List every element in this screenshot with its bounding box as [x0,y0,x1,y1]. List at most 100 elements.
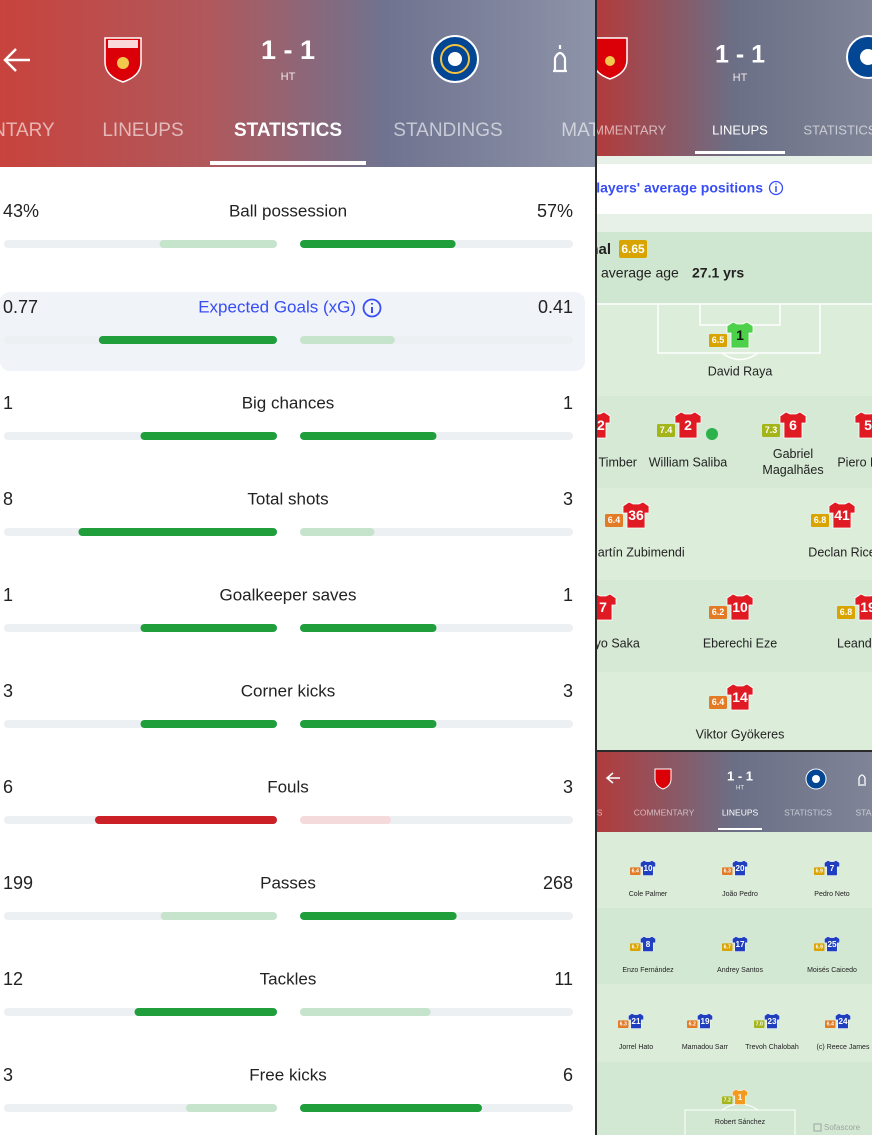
tab[interactable]: STANDINGS [856,807,872,817]
player-name: Jorrel Hato [619,1044,653,1051]
player-rating: 7.4 [660,425,673,435]
pitch-stripe [597,396,872,488]
tab[interactable]: MATCHES [561,120,652,141]
player-number: 21 [631,1017,641,1026]
back-button[interactable] [3,48,30,72]
tab-underline [718,828,762,830]
player-rating: 6.3 [724,869,731,875]
section-card [597,164,872,214]
stat-label: Ball possession [229,201,347,220]
tab[interactable]: STATISTICS [803,122,872,137]
player-shirt [597,593,617,621]
tab[interactable]: COMMENTARY [634,807,695,817]
stat-away: 3 [563,777,573,797]
bar-home [159,240,277,248]
tab-underline [210,161,366,165]
player-name: João Pedro [722,891,758,898]
player-shirt [824,860,840,876]
tab[interactable]: STATISTICS [784,807,832,817]
stat-home: 43% [3,201,39,221]
bar-away [300,528,375,536]
rating-badge [837,606,855,619]
player-number: 23 [767,1017,777,1026]
bar-away [300,432,437,440]
player-number: 41 [834,507,850,523]
player-shirt [726,321,754,349]
bar-away [300,624,437,632]
arsenal-lineup-screen: 1 - 1 HT Players' average positions COMM… [566,0,872,750]
back-button[interactable] [605,772,620,784]
score: 1 - 1 [715,41,765,69]
score: 1 - 1 [261,35,315,65]
stat-home: 199 [3,873,33,893]
player-shirt [622,501,650,529]
rating-badge [709,696,727,709]
player-name: Enzo Fernández [622,967,674,974]
rating-badge [630,867,641,875]
rating-badge [814,943,825,951]
bar-away [300,816,391,824]
pitch-stripe [597,580,872,672]
pitch-stripe [597,488,872,580]
player-name: Gabriel Magalhães [762,447,823,477]
player-name: William Saliba [649,455,728,469]
player-shirt [640,860,656,876]
notification-bell[interactable] [858,774,866,786]
tab-underline [695,151,785,154]
bar-away [300,240,456,248]
tab[interactable]: COMMENTARY [574,122,667,137]
player-name: Pedro Neto [814,891,850,898]
stat-away: 6 [563,1065,573,1085]
player-rating: 6.8 [814,515,827,525]
bar-home [95,816,277,824]
player-name: David Raya [708,364,773,378]
player-rating: 7.3 [765,425,778,435]
stat-home: 0.77 [3,297,38,317]
chelsea-lineup-screen: 1 - 1 HT DETAILS COMMENTARY LINEUPS STATIST… [568,752,872,1135]
bar-away [300,336,395,344]
player-shirt [764,1013,780,1029]
tab[interactable]: DETAILS [568,807,603,817]
player-shirt [597,411,611,439]
tab[interactable]: LINEUPS [722,807,759,817]
chelsea-logo [846,35,872,79]
rating-badge [709,334,727,347]
bar-away [300,1104,482,1112]
bar-home [140,720,277,728]
stat-label: Tackles [260,969,317,988]
tab[interactable]: COMMENTARY [0,120,55,141]
info-icon[interactable] [362,298,382,318]
tab[interactable]: LINEUPS [712,122,768,137]
bar-home [98,336,278,344]
pitch-stripe [597,1062,872,1135]
rating-badge [811,514,829,527]
xg-row-bg [0,292,585,371]
player-number: 19 [700,1017,710,1026]
player-number: 36 [628,507,644,523]
player-shirt [732,860,748,876]
player-shirt [732,936,748,952]
player-number: 14 [732,689,748,705]
player-name: Mamadou Sarr [682,1044,729,1051]
player-number: 17 [735,940,745,949]
player-shirt [854,593,872,621]
stat-away: 0.41 [538,297,573,317]
tab[interactable]: STATISTICS [234,120,342,141]
player-name: Bukayo Saka [566,636,640,650]
header-bg [0,0,595,167]
stat-away: 11 [554,969,573,989]
notification-bell[interactable] [553,45,567,73]
player-shirt [854,411,872,439]
stat-home: 3 [3,1065,13,1085]
tab[interactable]: STANDINGS [393,120,502,141]
info-icon[interactable] [768,180,784,196]
stat-label: Free kicks [249,1065,326,1084]
player-number: 6 [789,417,797,433]
player-rating: 6.7 [632,945,639,951]
player-shirt [732,1089,748,1105]
rating-badge [722,867,733,875]
rating-badge [605,514,623,527]
player-shirt [628,1013,644,1029]
stat-label: Corner kicks [241,681,335,700]
tab[interactable]: LINEUPS [102,120,183,141]
